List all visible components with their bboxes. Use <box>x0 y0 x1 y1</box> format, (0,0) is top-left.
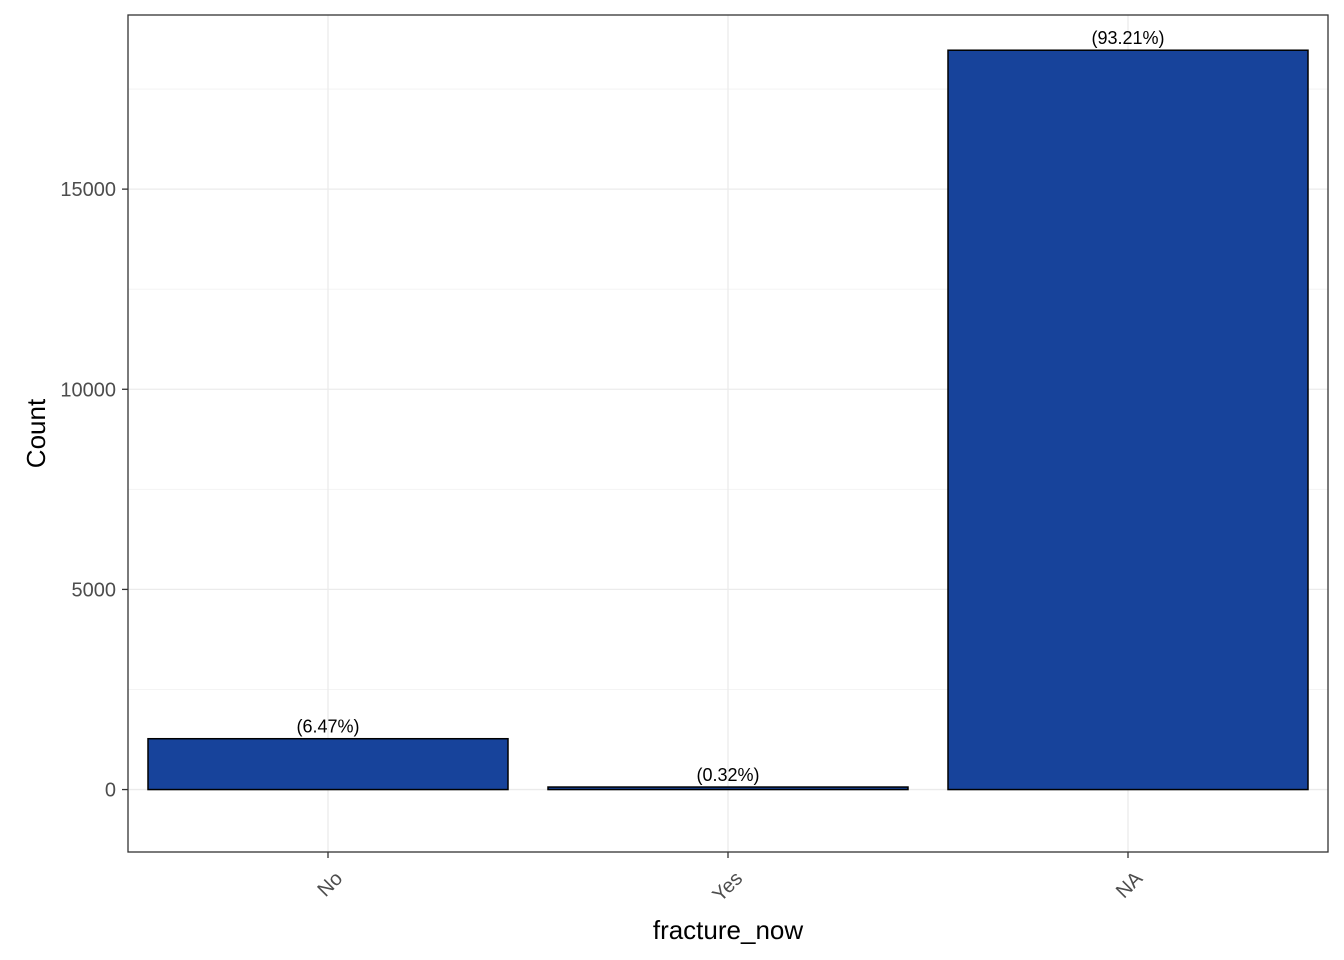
x-tick-label: No <box>314 868 348 902</box>
bar-value-label: (93.21%) <box>1091 28 1164 48</box>
bar-na <box>947 49 1309 791</box>
bar-no <box>147 737 509 791</box>
y-axis-title: Count <box>21 398 51 468</box>
bar-yes <box>547 786 909 791</box>
y-tick-label: 0 <box>105 780 116 802</box>
y-tick-label: 5000 <box>72 579 117 601</box>
y-axis: 0 5000 10000 15000 <box>60 179 128 802</box>
y-tick-label: 10000 <box>60 379 116 401</box>
x-axis-title: fracture_now <box>653 915 804 945</box>
bar-labels: (6.47%) (0.32%) (93.21%) <box>296 28 1164 785</box>
bars <box>147 49 1309 791</box>
x-tick-label: Yes <box>709 868 748 907</box>
x-axis: No Yes NA <box>314 852 1148 906</box>
bar-value-label: (0.32%) <box>696 765 759 785</box>
x-tick-label: NA <box>1112 867 1148 903</box>
y-tick-label: 15000 <box>60 179 116 201</box>
bar-value-label: (6.47%) <box>296 717 359 737</box>
